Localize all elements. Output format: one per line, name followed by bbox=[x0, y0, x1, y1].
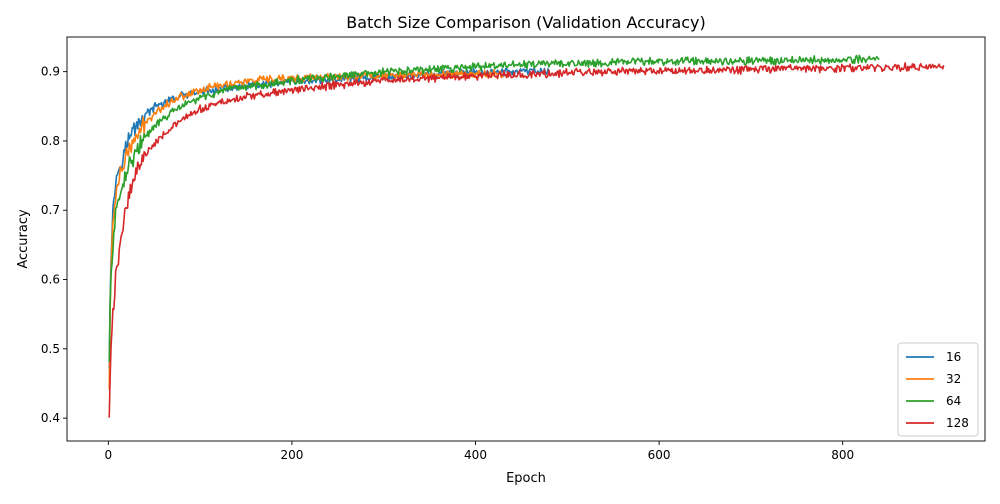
y-axis-label: Accuracy bbox=[16, 209, 31, 269]
series-line-64 bbox=[108, 54, 880, 363]
x-tick-label: 200 bbox=[280, 448, 303, 462]
y-axis: 0.4 0.5 0.6 0.7 0.8 0.9 bbox=[41, 65, 67, 425]
plot-area-background bbox=[67, 37, 985, 441]
legend-label-32: 32 bbox=[946, 372, 961, 386]
legend: 16 32 64 128 bbox=[897, 342, 979, 437]
plot-frame bbox=[66, 36, 986, 442]
x-tick-label: 800 bbox=[831, 448, 854, 462]
y-tick-label: 0.4 bbox=[41, 411, 60, 425]
legend-label-64: 64 bbox=[946, 394, 961, 408]
x-axis: 0 200 400 600 800 bbox=[104, 441, 854, 462]
y-tick-label: 0.7 bbox=[41, 203, 60, 217]
y-tick-label: 0.5 bbox=[41, 342, 60, 356]
legend-label-16: 16 bbox=[946, 350, 961, 364]
series-group bbox=[108, 54, 945, 418]
chart-title: Batch Size Comparison (Validation Accura… bbox=[346, 13, 706, 32]
y-tick-label: 0.9 bbox=[41, 65, 60, 79]
series-line-32 bbox=[108, 69, 504, 390]
x-tick-label: 400 bbox=[464, 448, 487, 462]
x-axis-label: Epoch bbox=[506, 471, 546, 486]
x-tick-label: 0 bbox=[104, 448, 112, 462]
series-line-128 bbox=[108, 62, 945, 418]
y-tick-label: 0.8 bbox=[41, 134, 60, 148]
legend-frame bbox=[897, 342, 979, 437]
series-line-16 bbox=[108, 66, 550, 369]
legend-label-128: 128 bbox=[946, 416, 969, 430]
y-tick-label: 0.6 bbox=[41, 273, 60, 287]
x-tick-label: 600 bbox=[648, 448, 671, 462]
